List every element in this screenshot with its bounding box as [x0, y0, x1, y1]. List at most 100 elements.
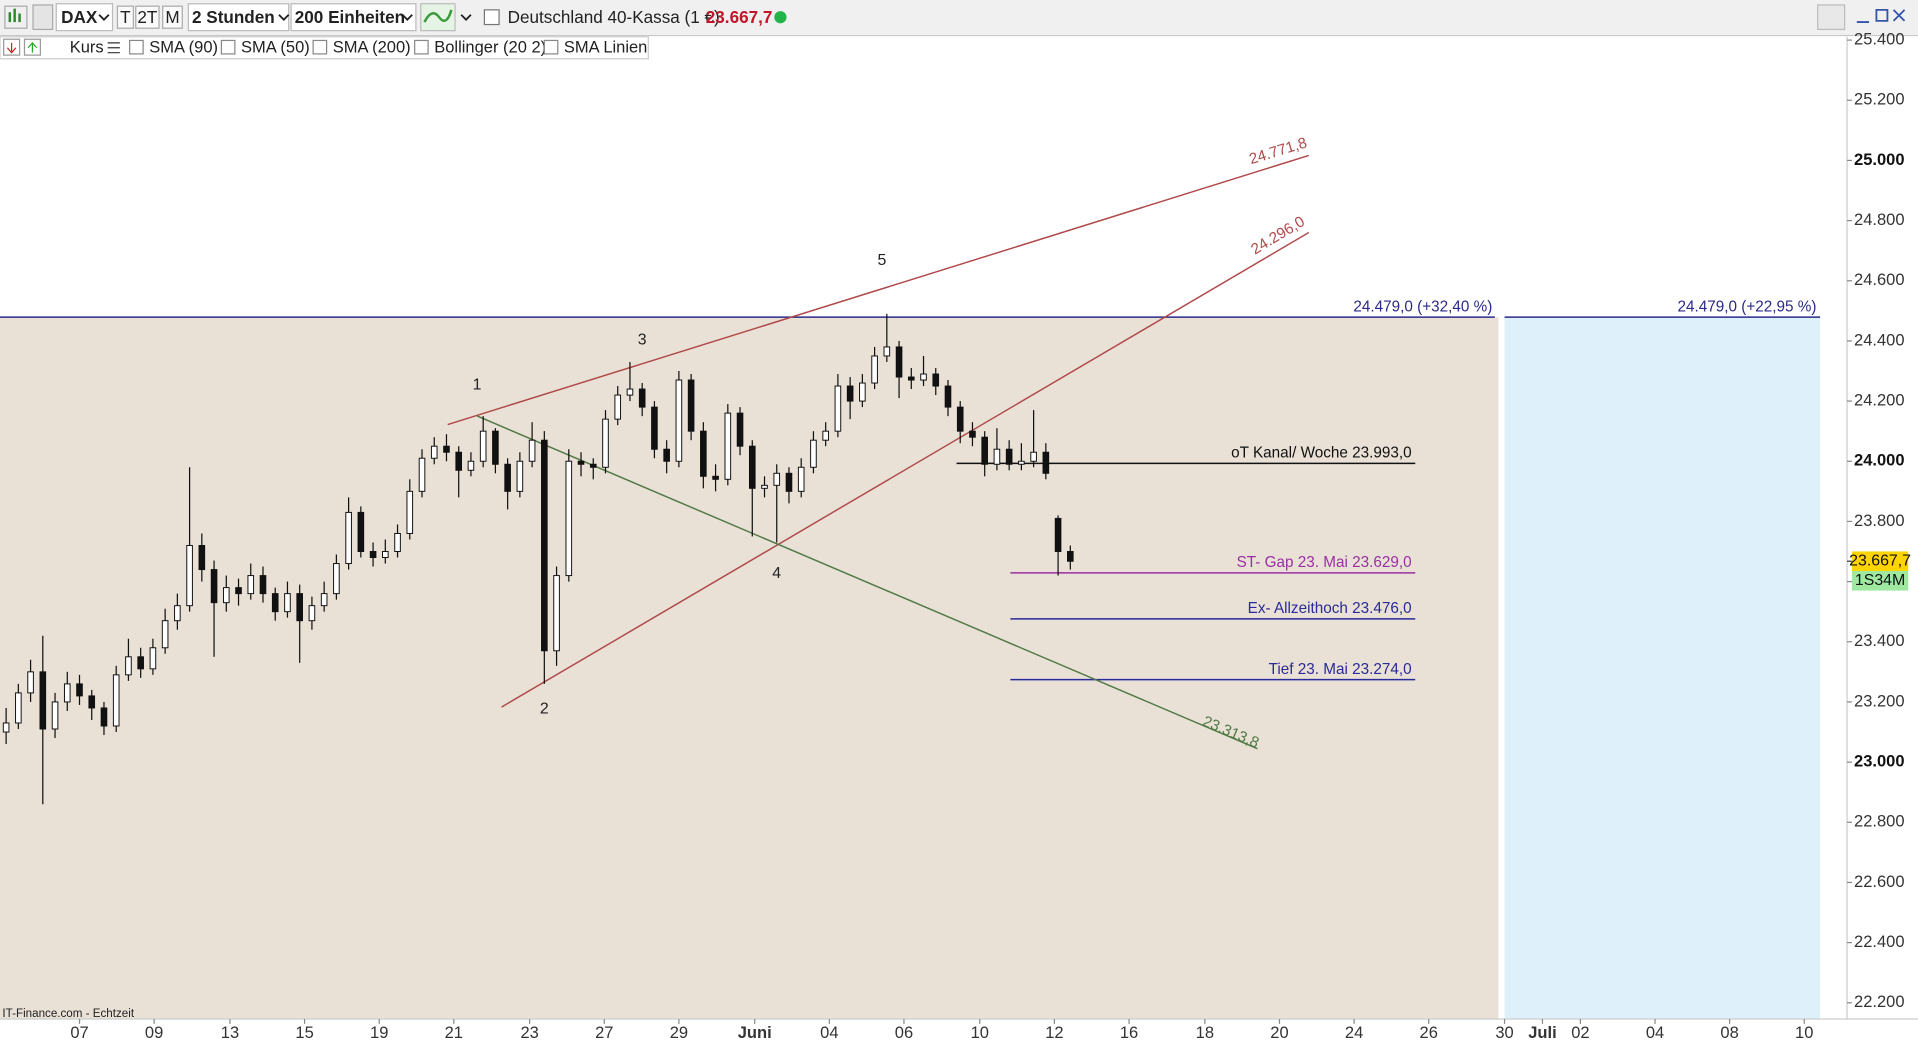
candle-body	[638, 388, 646, 408]
y-tick-label: 24.800	[1854, 211, 1904, 229]
candle-body	[357, 511, 365, 552]
candle-body	[895, 346, 903, 378]
indicator-label: SMA (200)	[333, 39, 411, 57]
candle-body	[125, 656, 132, 676]
x-tick-label: 09	[145, 1024, 163, 1042]
x-tick-label: 16	[1120, 1024, 1138, 1042]
y-tick-label: 22.400	[1854, 933, 1904, 951]
checkbox[interactable]	[129, 39, 144, 55]
indicator-label: SMA (50)	[241, 39, 310, 57]
level-label: oT Kanal/ Woche 23.993,0	[1231, 445, 1411, 462]
info-icon[interactable]	[483, 9, 500, 26]
status-dot	[774, 11, 787, 24]
chart-icon[interactable]	[4, 5, 28, 29]
candle-body	[137, 656, 144, 670]
y-tick-label: 23.000	[1854, 752, 1904, 770]
source-label: IT-Finance.com - Echtzeit	[2, 1007, 134, 1020]
period-button[interactable]	[135, 5, 160, 29]
interval-select[interactable]: 2 Stunden	[187, 3, 290, 32]
instrument: Deutschland 40-Kassa (1 €)	[508, 8, 720, 27]
candle-body	[920, 373, 927, 381]
candle-body	[589, 463, 597, 468]
candle-body	[602, 418, 609, 468]
candle-body	[39, 671, 47, 730]
x-tick-label: 04	[820, 1024, 838, 1042]
interval: 2 Stunden	[192, 8, 275, 27]
down-arrow	[6, 42, 17, 54]
candle-body	[785, 472, 793, 492]
candle-body	[748, 445, 756, 489]
x-tick-label: 19	[370, 1024, 388, 1042]
candle-body	[443, 445, 450, 453]
candle-body	[259, 575, 267, 595]
candle-body	[222, 587, 230, 604]
candle-body	[174, 605, 181, 622]
period-button[interactable]	[116, 5, 134, 29]
x-tick-label: 06	[895, 1024, 913, 1042]
checkbox[interactable]	[414, 39, 429, 55]
y-tick-label: 24.400	[1854, 331, 1904, 349]
candle-body	[712, 475, 719, 480]
period-button[interactable]	[162, 5, 183, 29]
y-tick-label: 25.400	[1854, 30, 1904, 48]
symbol-select[interactable]: DAX	[55, 3, 114, 32]
y-tick-label: 22.200	[1854, 993, 1904, 1011]
candle-body	[63, 683, 71, 703]
candle-body	[504, 463, 511, 492]
sync-icon[interactable]	[1817, 4, 1846, 31]
x-tick-label: 18	[1196, 1024, 1214, 1042]
last-price: 23.667,7	[706, 8, 773, 27]
x-tick-label: 07	[70, 1024, 88, 1042]
units-select[interactable]: 200 Einheiten	[290, 3, 417, 32]
window-controls[interactable]	[1856, 8, 1906, 24]
candle-body	[687, 379, 695, 432]
candle-body	[247, 575, 255, 595]
symbol: DAX	[61, 8, 98, 27]
y-tick-label: 23.800	[1854, 512, 1904, 530]
candle-body	[492, 430, 499, 465]
x-tick-label: Juli	[1528, 1024, 1556, 1042]
indicator-icon[interactable]	[420, 3, 472, 32]
candle-body	[736, 412, 744, 447]
checkbox[interactable]	[543, 39, 559, 55]
x-tick-label: 27	[595, 1024, 613, 1042]
candle-body	[956, 406, 964, 432]
candle-body	[455, 451, 463, 471]
candle-body	[271, 593, 279, 613]
y-tick-label: 23.400	[1854, 632, 1904, 650]
indicator-label: SMA Linien	[564, 39, 647, 57]
level-label: Ex- Allzeithoch 23.476,0	[1248, 600, 1412, 617]
x-tick-label: 30	[1495, 1024, 1513, 1042]
level-label: Tief 23. Mai 23.274,0	[1269, 661, 1412, 678]
candle-body	[235, 587, 242, 595]
candle-body	[198, 545, 206, 571]
candle-body	[1030, 451, 1037, 462]
candle-body	[1042, 451, 1050, 474]
x-tick-label: 29	[670, 1024, 688, 1042]
candle-body	[700, 430, 707, 477]
list-icon[interactable]	[107, 42, 120, 54]
settings-icon[interactable]	[32, 4, 54, 31]
candle-body	[797, 466, 805, 492]
candle-body	[834, 385, 842, 432]
candle-body	[27, 671, 34, 694]
candle-body	[907, 376, 915, 381]
candle-body	[284, 593, 291, 613]
checkbox[interactable]	[312, 39, 328, 55]
level-label: 24.479,0 (+22,95 %)	[1678, 298, 1817, 315]
candle-body	[320, 593, 328, 607]
candle-body	[100, 707, 108, 727]
checkbox[interactable]	[220, 39, 236, 55]
candle-body	[932, 373, 940, 387]
trendline	[501, 231, 1310, 708]
x-tick-label: Juni	[738, 1024, 772, 1042]
indicator-label: Kurs	[70, 39, 104, 57]
candle-body	[822, 430, 829, 441]
timer-label: 1S34M	[1855, 572, 1905, 589]
candle-body	[308, 605, 316, 622]
x-tick-label: 12	[1045, 1024, 1063, 1042]
candle-body	[553, 575, 560, 652]
candle-body	[761, 484, 768, 489]
candle-body	[651, 406, 658, 450]
